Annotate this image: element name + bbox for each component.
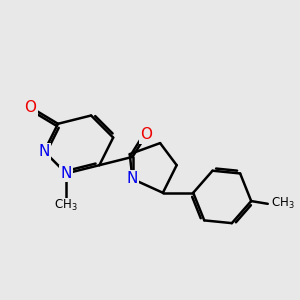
Text: CH$_3$: CH$_3$ [271,196,294,212]
Text: N: N [127,172,138,187]
Text: O: O [24,100,36,115]
Text: O: O [140,127,152,142]
Text: CH$_3$: CH$_3$ [54,198,78,213]
Text: N: N [61,166,72,181]
Text: N: N [38,144,50,159]
